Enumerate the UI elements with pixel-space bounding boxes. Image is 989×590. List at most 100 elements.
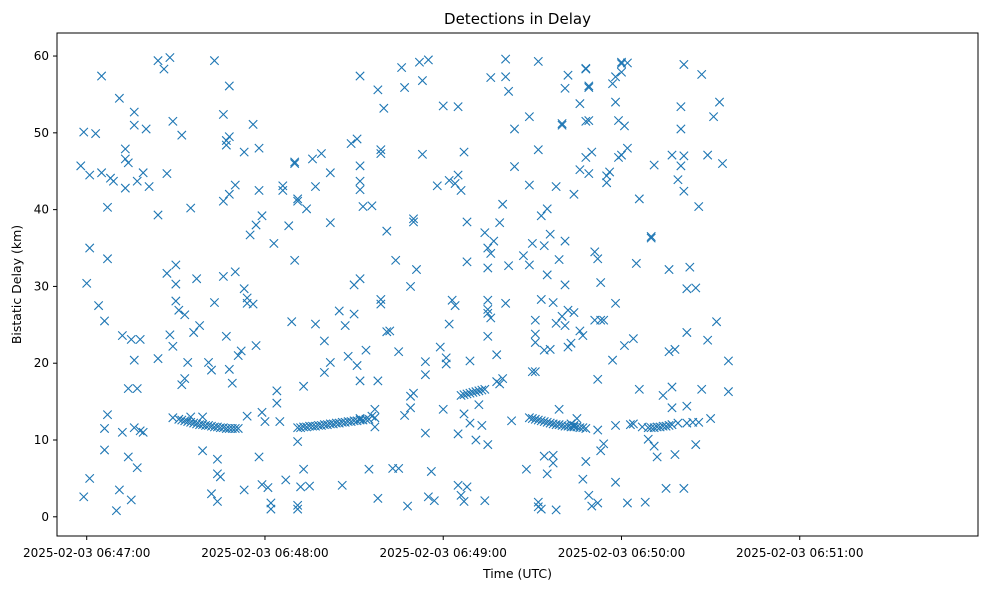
data-point	[575, 326, 585, 336]
data-point	[177, 130, 187, 140]
data-point	[649, 160, 659, 170]
data-point	[94, 301, 104, 311]
data-point	[622, 58, 633, 68]
data-point	[459, 496, 469, 507]
data-point	[501, 72, 511, 82]
data-point	[584, 168, 594, 179]
data-point	[572, 413, 582, 424]
data-point	[536, 211, 546, 221]
data-point	[171, 260, 181, 270]
data-point	[697, 384, 707, 394]
data-point	[203, 420, 214, 431]
data-point	[486, 313, 496, 323]
data-point	[239, 485, 249, 495]
data-point	[599, 315, 609, 325]
data-point	[230, 180, 240, 190]
data-point	[444, 175, 454, 186]
data-point	[355, 376, 365, 386]
x-tick-label-4: 2025-02-03 06:51:00	[736, 546, 863, 560]
data-point	[694, 201, 704, 212]
data-point	[257, 211, 267, 221]
data-point	[408, 214, 419, 224]
data-point	[551, 181, 561, 192]
data-point	[423, 55, 433, 65]
data-point	[459, 390, 469, 400]
data-point	[447, 295, 457, 305]
data-point	[486, 72, 496, 83]
data-point	[459, 409, 469, 419]
data-point	[616, 67, 627, 77]
data-point	[266, 498, 276, 508]
data-point	[492, 350, 502, 360]
data-point	[506, 416, 517, 426]
data-point	[703, 150, 713, 160]
data-point	[524, 260, 534, 270]
data-point	[370, 404, 380, 414]
data-point	[593, 425, 603, 435]
data-point	[569, 420, 579, 431]
data-point	[337, 480, 347, 490]
data-point	[599, 439, 609, 449]
data-point	[293, 504, 303, 514]
data-point	[664, 264, 674, 275]
data-point	[102, 410, 113, 420]
x-tick-label-2: 2025-02-03 06:49:00	[379, 546, 506, 560]
data-point	[394, 463, 404, 474]
data-point	[257, 479, 267, 490]
data-point	[376, 294, 386, 305]
data-point	[197, 446, 208, 456]
data-point	[474, 400, 484, 410]
data-point	[438, 101, 448, 111]
data-point	[625, 420, 635, 430]
data-point	[153, 56, 163, 66]
plot-area	[56, 32, 979, 537]
data-point	[622, 143, 633, 153]
data-point	[676, 124, 686, 134]
data-point	[643, 434, 653, 444]
data-point	[444, 319, 454, 329]
data-point	[670, 450, 680, 460]
data-point	[355, 274, 365, 284]
data-point	[545, 418, 555, 428]
data-point	[230, 423, 240, 434]
data-point	[414, 57, 425, 67]
data-point	[82, 278, 92, 288]
data-point	[465, 418, 475, 428]
data-point	[593, 498, 603, 508]
data-point	[548, 458, 558, 468]
data-point	[257, 407, 267, 417]
data-point	[673, 418, 683, 428]
data-point	[578, 474, 588, 484]
data-point	[340, 320, 350, 331]
data-point	[569, 307, 579, 318]
data-point	[263, 483, 273, 493]
data-point	[554, 254, 564, 265]
data-point	[284, 221, 294, 231]
data-point	[477, 420, 487, 431]
data-point	[483, 440, 493, 450]
data-point	[299, 464, 309, 474]
data-point	[405, 281, 416, 292]
data-point	[221, 135, 231, 146]
data-point	[682, 284, 692, 294]
data-point	[394, 347, 404, 357]
data-point	[423, 492, 433, 502]
data-point	[587, 147, 597, 157]
data-point	[723, 387, 734, 397]
data-point	[171, 296, 181, 306]
data-point	[634, 384, 644, 394]
data-point	[539, 241, 549, 251]
data-point	[126, 334, 136, 344]
data-point	[180, 373, 190, 384]
data-point	[174, 305, 184, 315]
data-point	[397, 62, 407, 73]
data-point	[180, 310, 190, 320]
data-point	[299, 381, 309, 391]
data-point	[233, 350, 243, 361]
data-point	[310, 181, 321, 192]
data-point	[153, 354, 163, 364]
data-point	[129, 355, 139, 365]
data-point	[186, 203, 196, 213]
data-point	[533, 497, 543, 507]
data-point	[610, 477, 621, 487]
